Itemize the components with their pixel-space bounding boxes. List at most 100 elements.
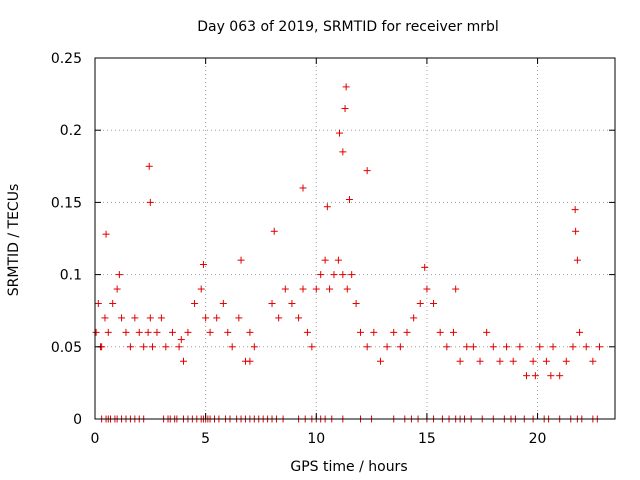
- data-point: [569, 343, 577, 351]
- data-point: [202, 314, 210, 322]
- data-point: [101, 314, 109, 322]
- data-point: [522, 372, 530, 380]
- data-point: [299, 285, 307, 293]
- data-point: [246, 357, 254, 365]
- data-point: [219, 299, 227, 307]
- data-point: [191, 299, 199, 307]
- data-point: [177, 336, 185, 344]
- data-point: [443, 343, 451, 351]
- data-point: [572, 227, 580, 235]
- data-point: [140, 343, 148, 351]
- data-point: [589, 357, 597, 365]
- data-point: [549, 343, 557, 351]
- y-tick-label: 0.05: [51, 340, 82, 356]
- data-point: [199, 260, 207, 268]
- data-point: [235, 314, 243, 322]
- data-point: [430, 299, 438, 307]
- data-point: [352, 299, 360, 307]
- x-tick-label: 5: [201, 431, 210, 447]
- data-point: [206, 328, 214, 336]
- data-point: [228, 343, 236, 351]
- data-point: [321, 256, 329, 264]
- data-points: [92, 83, 604, 423]
- data-point: [109, 299, 117, 307]
- data-point: [345, 196, 353, 204]
- data-point: [556, 372, 564, 380]
- x-tick-label: 20: [529, 431, 547, 447]
- data-point: [452, 285, 460, 293]
- data-point: [410, 314, 418, 322]
- data-point: [576, 328, 584, 336]
- data-point: [135, 328, 143, 336]
- data-point: [463, 343, 471, 351]
- data-point: [489, 343, 497, 351]
- x-tick-label: 10: [307, 431, 325, 447]
- chart-title: Day 063 of 2019, SRMTID for receiver mrb…: [197, 19, 499, 35]
- data-point: [449, 328, 457, 336]
- data-point: [153, 328, 161, 336]
- data-point: [421, 263, 429, 271]
- data-point: [529, 357, 537, 365]
- data-point: [288, 299, 296, 307]
- data-point: [180, 357, 188, 365]
- data-point: [416, 299, 424, 307]
- data-point: [562, 357, 570, 365]
- data-point: [469, 343, 477, 351]
- data-point: [246, 328, 254, 336]
- data-point: [326, 285, 334, 293]
- data-point: [281, 285, 289, 293]
- axis-ticks: 0 0.05 0.1 0.15 0.2 0.25 0 5 10 15 20: [51, 51, 615, 447]
- data-point: [573, 256, 581, 264]
- data-point: [184, 328, 192, 336]
- data-point: [363, 167, 371, 175]
- data-point: [536, 343, 544, 351]
- data-point: [162, 343, 170, 351]
- data-point: [423, 285, 431, 293]
- data-point: [596, 343, 604, 351]
- data-point: [299, 184, 307, 192]
- data-point: [197, 285, 205, 293]
- data-point: [317, 271, 325, 279]
- data-point: [295, 314, 303, 322]
- data-point: [131, 314, 139, 322]
- data-point: [509, 357, 517, 365]
- data-point: [250, 343, 258, 351]
- grid: [95, 58, 615, 419]
- data-point: [547, 372, 555, 380]
- x-axis-label: GPS time / hours: [290, 459, 407, 475]
- data-point: [145, 162, 153, 170]
- data-point: [383, 343, 391, 351]
- data-point: [339, 271, 347, 279]
- data-point: [357, 328, 365, 336]
- data-point: [323, 203, 331, 211]
- data-point: [146, 314, 154, 322]
- data-point: [342, 83, 350, 91]
- data-point: [343, 285, 351, 293]
- data-point: [275, 314, 283, 322]
- y-tick-label: 0: [73, 412, 82, 428]
- data-point: [348, 271, 356, 279]
- data-point: [144, 328, 152, 336]
- data-point: [503, 343, 511, 351]
- plot-frame: [94, 57, 616, 420]
- data-point: [270, 227, 278, 235]
- data-point: [149, 343, 157, 351]
- x-tick-label: 15: [418, 431, 436, 447]
- data-point: [436, 328, 444, 336]
- y-tick-label: 0.15: [51, 195, 82, 211]
- data-point: [113, 285, 121, 293]
- data-point: [102, 230, 110, 238]
- data-point: [531, 372, 539, 380]
- data-point: [336, 129, 344, 137]
- data-point: [146, 198, 154, 206]
- data-point: [168, 328, 176, 336]
- data-point: [483, 328, 491, 336]
- y-tick-label: 0.1: [60, 268, 82, 284]
- data-point: [516, 343, 524, 351]
- data-point: [456, 357, 464, 365]
- data-point: [92, 328, 100, 336]
- data-point: [175, 343, 183, 351]
- data-point: [476, 357, 484, 365]
- data-point: [237, 256, 245, 264]
